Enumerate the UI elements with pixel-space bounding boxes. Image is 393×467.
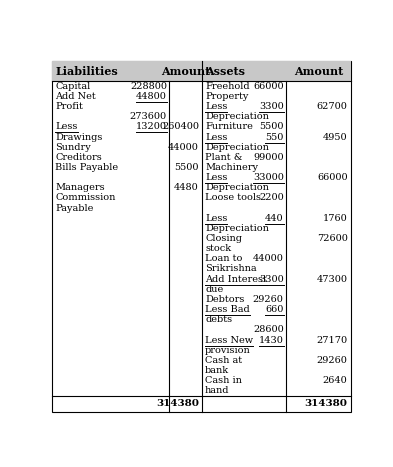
- Text: Add Interest: Add Interest: [205, 275, 267, 283]
- Text: stock: stock: [205, 244, 231, 253]
- Text: 2200: 2200: [259, 193, 284, 202]
- Bar: [52, 62, 351, 81]
- Text: due: due: [205, 285, 223, 294]
- Text: Cash in: Cash in: [205, 376, 242, 385]
- Text: Cash at: Cash at: [205, 356, 242, 365]
- Text: 260400: 260400: [162, 122, 199, 131]
- Text: Depreciation: Depreciation: [205, 224, 269, 233]
- Text: Managers: Managers: [55, 183, 105, 192]
- Text: 550: 550: [265, 133, 284, 142]
- Text: 44000: 44000: [168, 143, 199, 152]
- Text: 29260: 29260: [317, 356, 348, 365]
- Text: 44800: 44800: [136, 92, 167, 101]
- Text: Machinery: Machinery: [205, 163, 258, 172]
- Text: Amount: Amount: [161, 66, 210, 77]
- Text: hand: hand: [205, 386, 230, 395]
- Text: Less: Less: [205, 133, 228, 142]
- Text: Creditors: Creditors: [55, 153, 102, 162]
- Text: Closing: Closing: [205, 234, 242, 243]
- Text: Freehold: Freehold: [205, 82, 250, 91]
- Text: Commission: Commission: [55, 193, 116, 202]
- Text: 660: 660: [265, 305, 284, 314]
- Text: Less: Less: [205, 173, 228, 182]
- Text: Less: Less: [55, 122, 77, 131]
- Text: 314380: 314380: [305, 399, 348, 409]
- Text: 3300: 3300: [259, 102, 284, 111]
- Text: Less: Less: [205, 214, 228, 223]
- Text: 273600: 273600: [130, 112, 167, 121]
- Text: 440: 440: [265, 214, 284, 223]
- Text: 3300: 3300: [259, 275, 284, 283]
- Text: 44000: 44000: [253, 255, 284, 263]
- Text: 72600: 72600: [317, 234, 348, 243]
- Text: Property: Property: [205, 92, 248, 101]
- Text: 1430: 1430: [259, 335, 284, 345]
- Text: Amount: Amount: [294, 66, 343, 77]
- Text: 66000: 66000: [317, 173, 348, 182]
- Text: Less: Less: [205, 102, 228, 111]
- Text: 27170: 27170: [316, 335, 348, 345]
- Text: Less New: Less New: [205, 335, 253, 345]
- Text: 2640: 2640: [323, 376, 348, 385]
- Text: 5500: 5500: [259, 122, 284, 131]
- Text: 4480: 4480: [174, 183, 199, 192]
- Text: Profit: Profit: [55, 102, 83, 111]
- Text: debts: debts: [205, 315, 232, 324]
- Text: 314380: 314380: [156, 399, 199, 409]
- Text: bank: bank: [205, 366, 229, 375]
- Text: 28600: 28600: [253, 325, 284, 334]
- Text: Depreciation: Depreciation: [205, 143, 269, 152]
- Text: 33000: 33000: [253, 173, 284, 182]
- Text: 29260: 29260: [253, 295, 284, 304]
- Text: Depreciation: Depreciation: [205, 112, 269, 121]
- Text: Plant &: Plant &: [205, 153, 242, 162]
- Text: Less Bad: Less Bad: [205, 305, 250, 314]
- Text: 4950: 4950: [323, 133, 348, 142]
- Text: 1760: 1760: [323, 214, 348, 223]
- Text: Loan to: Loan to: [205, 255, 242, 263]
- Text: 5500: 5500: [174, 163, 199, 172]
- Text: Liabilities: Liabilities: [55, 66, 118, 77]
- Text: 13200: 13200: [136, 122, 167, 131]
- Text: Bills Payable: Bills Payable: [55, 163, 118, 172]
- Text: Assets: Assets: [205, 66, 245, 77]
- Text: Loose tools: Loose tools: [205, 193, 261, 202]
- Text: provision: provision: [205, 346, 251, 354]
- Text: Depreciation: Depreciation: [205, 183, 269, 192]
- Text: Capital: Capital: [55, 82, 90, 91]
- Text: 47300: 47300: [317, 275, 348, 283]
- Text: 228800: 228800: [130, 82, 167, 91]
- Text: 99000: 99000: [253, 153, 284, 162]
- Text: Drawings: Drawings: [55, 133, 103, 142]
- Text: Sundry: Sundry: [55, 143, 91, 152]
- Text: Payable: Payable: [55, 204, 94, 212]
- Text: 66000: 66000: [253, 82, 284, 91]
- Text: Add Net: Add Net: [55, 92, 96, 101]
- Text: Debtors: Debtors: [205, 295, 244, 304]
- Text: Furniture: Furniture: [205, 122, 253, 131]
- Text: 62700: 62700: [317, 102, 348, 111]
- Text: Srikrishna: Srikrishna: [205, 264, 257, 274]
